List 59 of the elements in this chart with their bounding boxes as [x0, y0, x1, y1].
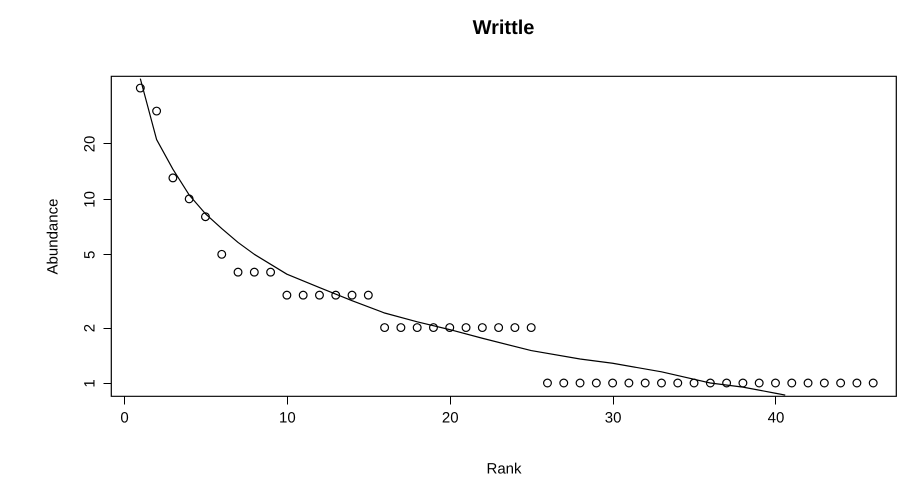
point — [722, 378, 732, 388]
point — [217, 250, 226, 259]
point — [526, 323, 536, 332]
point — [445, 323, 454, 332]
point — [640, 378, 650, 388]
point — [608, 378, 618, 388]
point — [592, 378, 601, 388]
point — [314, 290, 324, 300]
y-tick-label: 10 — [82, 191, 98, 208]
point — [706, 378, 715, 388]
point — [624, 378, 634, 388]
point — [657, 378, 666, 388]
x-tick-label: 20 — [442, 410, 459, 426]
point — [168, 173, 178, 182]
y-tick-label: 2 — [82, 324, 98, 332]
point — [184, 194, 194, 204]
x-axis-title: Rank — [486, 460, 522, 478]
point — [868, 378, 878, 388]
point — [787, 378, 796, 388]
x-tick-label: 40 — [768, 410, 784, 426]
point — [771, 378, 780, 388]
point — [200, 212, 210, 222]
point — [738, 378, 748, 388]
point — [348, 290, 357, 300]
point — [543, 378, 552, 388]
x-tick-label: 0 — [120, 410, 129, 426]
point — [836, 378, 846, 388]
point — [576, 378, 585, 388]
point — [152, 106, 162, 116]
point — [494, 323, 504, 332]
point — [412, 323, 422, 332]
y-tick-label: 5 — [82, 250, 98, 259]
point — [510, 323, 520, 332]
y-axis-title: Abundance — [44, 198, 62, 274]
x-tick-label: 30 — [604, 410, 622, 426]
point — [820, 378, 829, 388]
point — [364, 290, 373, 300]
x-tick-label: 10 — [279, 410, 296, 426]
point — [298, 290, 308, 300]
point — [428, 323, 438, 332]
y-tick-label: 1 — [82, 379, 98, 388]
point — [250, 268, 259, 277]
chart-title: Writtle — [472, 17, 534, 39]
point — [673, 378, 682, 388]
point — [754, 378, 764, 388]
point — [136, 84, 145, 93]
point — [282, 290, 292, 300]
point — [396, 323, 406, 332]
y-tick-label: 20 — [82, 136, 98, 152]
point — [852, 378, 862, 388]
point — [234, 268, 243, 277]
point — [462, 323, 471, 332]
point — [559, 378, 568, 388]
point — [804, 378, 813, 388]
point — [331, 290, 340, 300]
point — [690, 378, 699, 388]
point — [266, 268, 276, 277]
point — [380, 323, 390, 332]
point — [478, 323, 487, 332]
